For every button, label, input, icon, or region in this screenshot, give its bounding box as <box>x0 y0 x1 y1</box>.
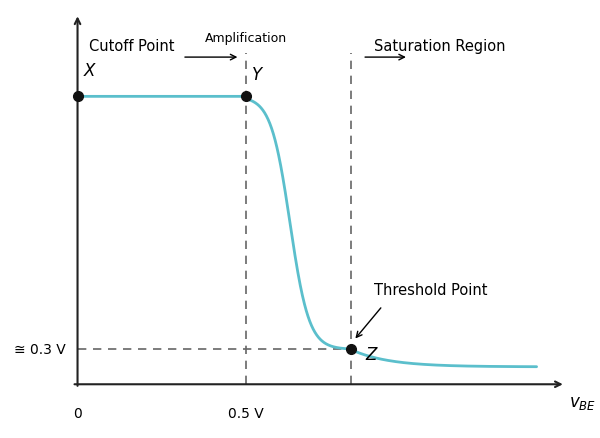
Text: Saturation Region: Saturation Region <box>374 39 505 53</box>
Text: Threshold Point: Threshold Point <box>374 283 487 297</box>
Text: Cutoff Point: Cutoff Point <box>89 39 175 53</box>
Text: ≅ 0.3 V: ≅ 0.3 V <box>14 343 66 357</box>
Text: Amplification: Amplification <box>205 32 287 45</box>
Text: Z: Z <box>365 345 377 363</box>
Text: $v_{BE}$: $v_{BE}$ <box>569 393 596 411</box>
Text: X: X <box>83 62 95 80</box>
Text: 0: 0 <box>73 406 82 420</box>
Text: Y: Y <box>252 66 262 84</box>
Text: 0.5 V: 0.5 V <box>228 406 264 420</box>
